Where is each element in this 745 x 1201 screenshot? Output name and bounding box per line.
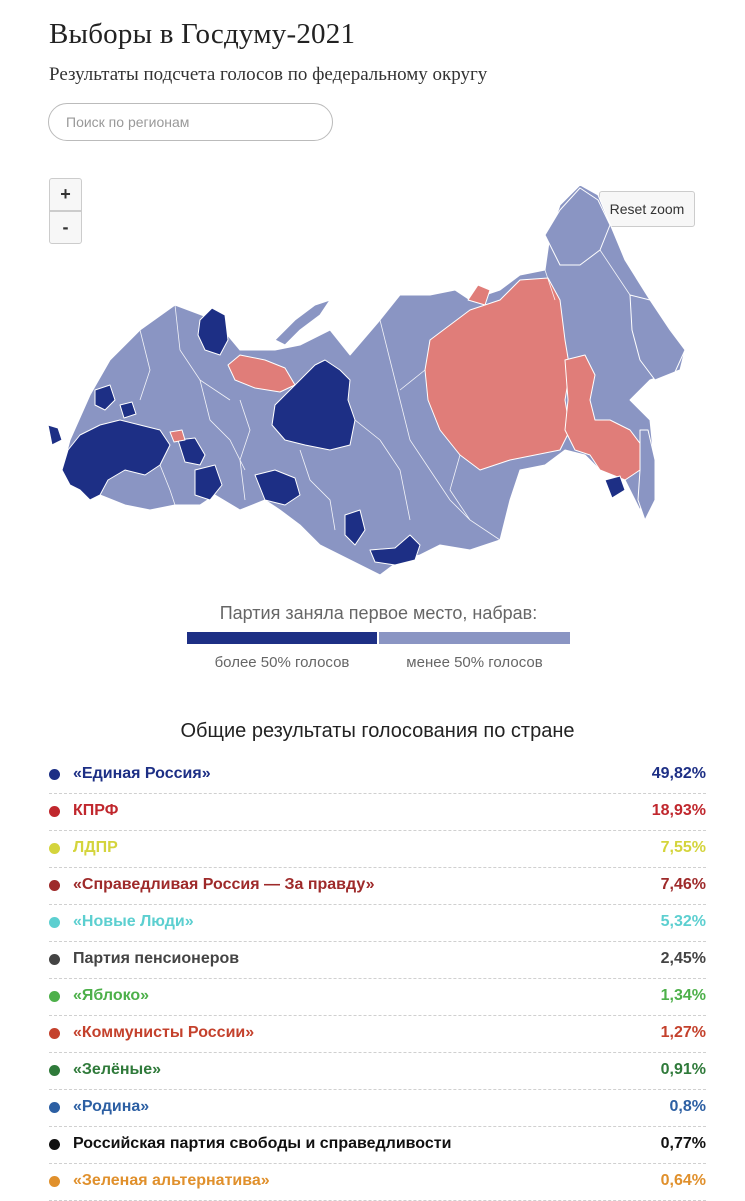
party-color-dot <box>49 843 60 854</box>
result-row: «Единая Россия» 49,82% <box>49 757 706 794</box>
legend-under-50-label: менее 50% голосов <box>406 654 543 671</box>
legend-under-50-swatch <box>379 632 570 644</box>
party-name: Партия пенсионеров <box>73 950 240 967</box>
legend-over-50-label: более 50% голосов <box>214 654 350 671</box>
party-percent: 1,34% <box>660 987 706 1004</box>
party-color-dot <box>49 1176 60 1187</box>
map-region[interactable] <box>119 401 137 419</box>
party-color-dot <box>49 954 60 965</box>
zoom-in-button[interactable]: + <box>49 178 82 211</box>
results-list: «Единая Россия» 49,82% КПРФ 18,93% ЛДПР 7,5… <box>49 757 706 1201</box>
party-color-dot <box>49 769 60 780</box>
party-color-dot <box>49 1028 60 1039</box>
party-color-dot <box>49 1065 60 1076</box>
region-search-input[interactable] <box>48 103 333 141</box>
map-region[interactable] <box>194 464 223 501</box>
map-region[interactable] <box>169 429 186 443</box>
party-name: ЛДПР <box>73 839 118 856</box>
map-region[interactable] <box>369 534 421 566</box>
party-color-dot <box>49 1102 60 1113</box>
party-percent: 0,64% <box>660 1172 706 1189</box>
result-row: «Новые Люди» 5,32% <box>49 905 706 942</box>
party-name: «Коммунисты России» <box>73 1024 255 1041</box>
party-name: «Новые Люди» <box>73 913 194 930</box>
party-percent: 2,45% <box>660 950 706 967</box>
map-region[interactable] <box>637 429 656 521</box>
zoom-out-button[interactable]: - <box>49 211 82 244</box>
party-color-dot <box>49 806 60 817</box>
map-region[interactable] <box>254 469 301 506</box>
party-percent: 7,46% <box>660 876 706 893</box>
party-percent: 0,91% <box>660 1061 706 1078</box>
result-row: «Коммунисты России» 1,27% <box>49 1016 706 1053</box>
party-name: Российская партия свободы и справедливос… <box>73 1135 452 1152</box>
map-region[interactable] <box>94 384 116 411</box>
party-name: КПРФ <box>73 802 119 819</box>
party-name: «Зеленая альтернатива» <box>73 1172 270 1189</box>
map-region[interactable] <box>197 307 229 356</box>
party-percent: 0,77% <box>660 1135 706 1152</box>
party-color-dot <box>49 1139 60 1150</box>
map-region[interactable] <box>467 284 491 306</box>
party-color-dot <box>49 917 60 928</box>
page-subtitle: Результаты подсчета голосов по федеральн… <box>49 64 488 85</box>
legend-over-50-swatch <box>187 632 377 644</box>
result-row: КПРФ 18,93% <box>49 794 706 831</box>
party-percent: 5,32% <box>660 913 706 930</box>
party-color-dot <box>49 991 60 1002</box>
map-region[interactable] <box>271 359 356 451</box>
party-name: «Зелёные» <box>73 1061 162 1078</box>
results-title: Общие результаты голосования по стране <box>180 720 575 742</box>
result-row: ЛДПР 7,55% <box>49 831 706 868</box>
map-region[interactable] <box>544 187 611 266</box>
map-region[interactable] <box>274 299 331 346</box>
result-row: «Яблоко» 1,34% <box>49 979 706 1016</box>
party-name: «Справедливая Россия — За правду» <box>73 876 375 893</box>
result-row: «Зелёные» 0,91% <box>49 1053 706 1090</box>
map-region[interactable] <box>629 294 686 381</box>
result-row: «Зеленая альтернатива» 0,64% <box>49 1164 706 1201</box>
map-region[interactable] <box>177 437 206 466</box>
party-name: «Родина» <box>73 1098 150 1115</box>
map-region[interactable] <box>604 475 626 499</box>
map-region[interactable] <box>47 424 63 446</box>
party-percent: 49,82% <box>651 765 706 782</box>
result-row: «Справедливая Россия — За правду» 7,46% <box>49 868 706 905</box>
party-name: «Яблоко» <box>73 987 150 1004</box>
party-percent: 7,55% <box>660 839 706 856</box>
legend-title: Партия заняла первое место, набрав: <box>219 603 538 623</box>
party-percent: 18,93% <box>651 802 706 819</box>
result-row: «Родина» 0,8% <box>49 1090 706 1127</box>
map-region[interactable] <box>227 354 296 393</box>
party-percent: 0,8% <box>669 1098 706 1115</box>
result-row: Российская партия свободы и справедливос… <box>49 1127 706 1164</box>
party-color-dot <box>49 880 60 891</box>
page-title: Выборы в Госдуму-2021 <box>49 18 356 50</box>
map-region[interactable] <box>344 509 366 546</box>
party-name: «Единая Россия» <box>73 765 211 782</box>
result-row: Партия пенсионеров 2,45% <box>49 942 706 979</box>
party-percent: 1,27% <box>660 1024 706 1041</box>
russia-regions-map[interactable] <box>45 170 710 580</box>
